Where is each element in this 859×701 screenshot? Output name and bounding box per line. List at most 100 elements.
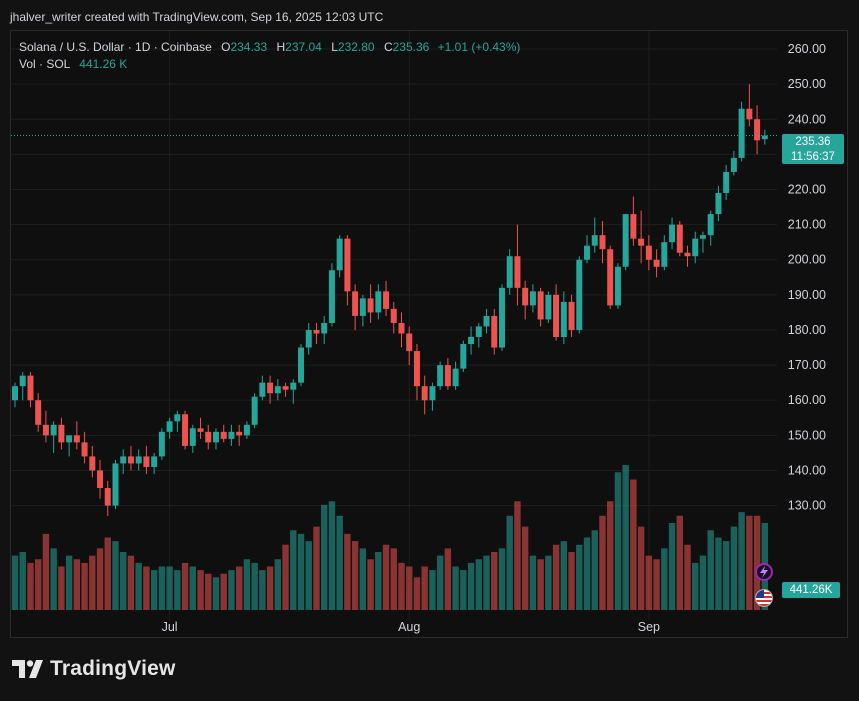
volume-bar [668, 523, 676, 610]
volume-bar [11, 555, 19, 610]
time-axis[interactable]: Jul Aug Sep [162, 620, 660, 634]
candle-body [630, 214, 637, 239]
volume-bar [305, 541, 312, 610]
volume-bar [235, 566, 243, 610]
volume-bar [321, 504, 328, 610]
candle-body [692, 238, 699, 257]
candle-body [468, 337, 475, 345]
volume-label[interactable]: Vol · SOL [19, 57, 70, 71]
price-tick-label: 140.00 [788, 463, 826, 477]
candle-body [135, 456, 142, 464]
candle-body [506, 256, 513, 288]
volume-bar [568, 552, 575, 610]
price-tick-label: 260.00 [788, 42, 826, 56]
volume-bar [42, 533, 50, 610]
price-axis[interactable]: 130.00 140.00 150.00 160.00 170.00 180.00 190.… [788, 42, 826, 513]
volume-bar [228, 570, 235, 610]
volume-bar [738, 512, 745, 610]
candle-body [761, 135, 768, 140]
candle-body [699, 235, 706, 239]
candle-body [754, 119, 761, 141]
volume-bar [429, 570, 436, 610]
volume-bar [58, 566, 65, 610]
volume-bar [467, 562, 475, 610]
candle-body [483, 315, 490, 327]
candle-body [560, 301, 567, 338]
candle-body [529, 291, 536, 306]
candle-body [336, 238, 343, 271]
chart-svg[interactable]: 130.00 140.00 150.00 160.00 170.00 180.00 190.… [11, 31, 848, 638]
volume-bar [166, 566, 173, 610]
volume-bar [413, 577, 421, 610]
volume-value: 441.26 K [79, 57, 128, 71]
us-flag-icon[interactable] [755, 589, 773, 607]
volume-bar [96, 548, 104, 610]
candle-body [352, 291, 359, 316]
candle-body [614, 266, 621, 306]
credit-line: jhalver_writer created with TradingView.… [10, 10, 384, 24]
candle-body [189, 428, 196, 446]
candle-body [390, 308, 397, 323]
volume-bar [27, 562, 34, 610]
flash-icon[interactable] [755, 563, 773, 581]
volume-bar [692, 562, 699, 610]
volume-bar [444, 548, 452, 610]
volume-bar [746, 515, 753, 610]
candle-body [313, 329, 320, 334]
volume-bar [143, 566, 150, 610]
candle-body [127, 456, 134, 464]
candle-body [205, 431, 212, 443]
candle-body [305, 329, 312, 348]
volume-bar [205, 573, 212, 610]
candle-body [622, 214, 629, 267]
volume-bars [11, 465, 769, 610]
symbol-legend[interactable]: Solana / U.S. Dollar · 1D · Coinbase O 23… [19, 40, 520, 54]
candle-body [413, 351, 420, 387]
candle-body [653, 259, 660, 267]
close-value: 235.36 [392, 40, 430, 54]
volume-bar [576, 544, 583, 610]
candle-body [707, 214, 714, 236]
volume-bar [707, 530, 714, 610]
candle-body [514, 256, 521, 288]
volume-bar [498, 548, 506, 610]
volume-bar [491, 552, 498, 610]
candle-body [81, 442, 88, 457]
candle-body [243, 424, 250, 436]
volume-bar [174, 570, 181, 610]
candle-body [290, 382, 297, 390]
open-label: O [221, 40, 231, 54]
volume-bar [158, 566, 166, 610]
candle-body [220, 431, 227, 439]
volume-bar [521, 526, 529, 610]
close-label: C [383, 40, 393, 54]
candle-body [607, 249, 614, 306]
chart-area[interactable]: 130.00 140.00 150.00 160.00 170.00 180.00 190.… [10, 30, 848, 638]
candle-body [166, 421, 173, 432]
volume-legend[interactable]: Vol · SOL 441.26 K [19, 57, 127, 71]
price-tick-label: 200.00 [788, 253, 826, 267]
price-tick-label: 210.00 [788, 218, 826, 232]
volume-bar [189, 566, 196, 610]
volume-bar [212, 577, 220, 610]
candle-body [676, 224, 683, 253]
candle-body [437, 365, 444, 387]
candle-body [444, 365, 451, 387]
volume-bar [375, 552, 382, 610]
volume-bar [475, 559, 482, 610]
volume-bar [89, 555, 96, 610]
volume-bar [344, 533, 351, 610]
candle-body [174, 414, 181, 422]
symbol-title[interactable]: Solana / U.S. Dollar · 1D · Coinbase [19, 40, 212, 54]
time-tick-label: Sep [638, 620, 660, 634]
volume-bar [367, 559, 374, 610]
last-price-value: 235.36 [795, 136, 831, 148]
volume-bar [599, 515, 606, 610]
volume-bar [259, 570, 266, 610]
tradingview-logo[interactable]: TradingView [12, 657, 176, 681]
volume-bar [730, 526, 738, 610]
volume-bar [607, 501, 614, 610]
candle-body [723, 171, 730, 194]
candle-body [35, 400, 42, 425]
candle-body [746, 108, 753, 120]
